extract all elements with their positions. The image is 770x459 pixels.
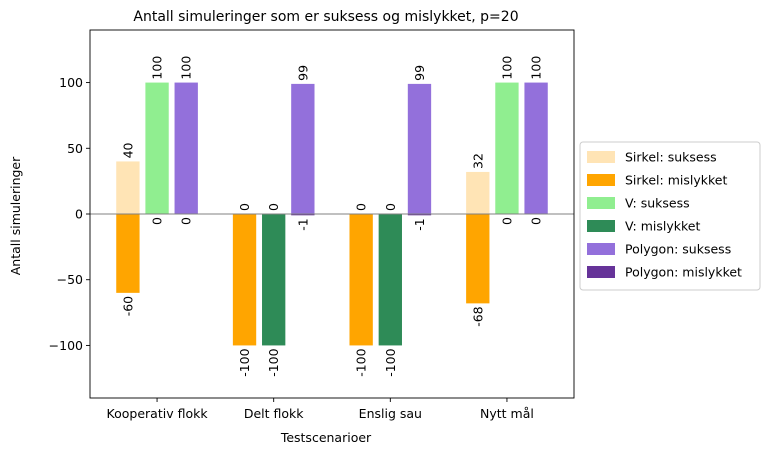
bar-label-polygon-suksess-2: 99 bbox=[412, 65, 427, 81]
legend-swatch bbox=[587, 174, 615, 186]
bar-polygon-suksess-3 bbox=[524, 82, 548, 214]
bar-sirkel-mislykket-3 bbox=[466, 214, 490, 304]
legend-swatch bbox=[587, 266, 615, 278]
bar-v-mislykket-1 bbox=[262, 214, 286, 346]
bar-label-polygon-mislykket-3: 0 bbox=[529, 217, 544, 225]
bar-label-v-suksess-2: 0 bbox=[383, 203, 398, 211]
bar-label-sirkel-mislykket-1: -100 bbox=[237, 348, 252, 376]
bar-label-polygon-mislykket-1: -1 bbox=[295, 218, 310, 230]
bar-sirkel-suksess-3 bbox=[466, 171, 490, 214]
legend-frame bbox=[579, 141, 761, 291]
legend-swatch bbox=[587, 243, 615, 255]
legend-swatch bbox=[587, 151, 615, 163]
legend: Sirkel: suksess Sirkel: mislykket V: sukse… bbox=[579, 141, 761, 291]
bar-label-v-suksess-3: 100 bbox=[499, 56, 514, 80]
bar-label-polygon-mislykket-2: -1 bbox=[412, 218, 427, 230]
x-tick-label: Delt flokk bbox=[244, 406, 304, 421]
bar-label-polygon-mislykket-0: 0 bbox=[179, 217, 194, 225]
bar-label-sirkel-suksess-3: 32 bbox=[470, 153, 485, 169]
y-tick-label: −50 bbox=[57, 272, 83, 287]
bar-v-suksess-0 bbox=[145, 82, 169, 214]
legend-label: Polygon: mislykket bbox=[625, 265, 742, 280]
legend-label: Polygon: suksess bbox=[625, 242, 731, 257]
bar-sirkel-mislykket-1 bbox=[232, 214, 257, 346]
bar-label-sirkel-suksess-1: 0 bbox=[237, 203, 252, 211]
legend-label: Sirkel: mislykket bbox=[625, 173, 727, 188]
bar-v-mislykket-2 bbox=[378, 214, 402, 346]
bar-polygon-suksess-2 bbox=[407, 83, 432, 214]
y-tick-label: 50 bbox=[67, 141, 83, 156]
bar-sirkel-mislykket-2 bbox=[349, 214, 373, 346]
legend-label: V: mislykket bbox=[625, 219, 700, 234]
x-axis-label: Testscenarioer bbox=[280, 430, 372, 445]
y-tick-label: −100 bbox=[49, 338, 83, 353]
legend-swatch bbox=[587, 220, 615, 232]
bar-label-sirkel-mislykket-0: -60 bbox=[120, 296, 135, 316]
bar-label-sirkel-suksess-2: 0 bbox=[354, 203, 369, 211]
bar-label-v-mislykket-3: 0 bbox=[499, 217, 514, 225]
legend-label: V: suksess bbox=[625, 196, 690, 211]
bar-sirkel-suksess-0 bbox=[116, 161, 140, 214]
bar-label-v-mislykket-2: -100 bbox=[383, 348, 398, 376]
bar-label-v-suksess-0: 100 bbox=[150, 56, 165, 80]
bar-polygon-suksess-0 bbox=[174, 82, 198, 214]
legend-swatch bbox=[587, 197, 615, 209]
bar-label-sirkel-suksess-0: 40 bbox=[120, 142, 135, 158]
bar-label-polygon-suksess-0: 100 bbox=[179, 56, 194, 80]
bar-v-suksess-3 bbox=[495, 82, 519, 214]
chart-title: Antall simuleringer som er suksess og mi… bbox=[133, 9, 518, 25]
bar-polygon-suksess-1 bbox=[291, 83, 315, 214]
y-axis-label: Antall simuleringer bbox=[8, 156, 23, 275]
y-tick-label: 0 bbox=[75, 207, 83, 222]
x-tick-label: Enslig sau bbox=[359, 406, 422, 421]
bar-label-v-suksess-1: 0 bbox=[266, 203, 281, 211]
bar-label-sirkel-mislykket-2: -100 bbox=[354, 348, 369, 376]
bar-polygon-mislykket-1 bbox=[291, 214, 315, 216]
legend-label: Sirkel: suksess bbox=[625, 150, 717, 165]
bar-label-v-mislykket-1: -100 bbox=[266, 348, 281, 376]
x-tick-label: Kooperativ flokk bbox=[107, 406, 209, 421]
bar-label-polygon-suksess-3: 100 bbox=[529, 56, 544, 80]
bar-sirkel-mislykket-0 bbox=[116, 214, 140, 293]
bar-label-sirkel-mislykket-3: -68 bbox=[470, 306, 485, 326]
bar-polygon-mislykket-2 bbox=[407, 214, 432, 216]
bar-label-polygon-suksess-1: 99 bbox=[295, 65, 310, 81]
x-tick-label: Nytt mål bbox=[480, 406, 534, 421]
bar-label-v-mislykket-0: 0 bbox=[150, 217, 165, 225]
y-tick-label: 100 bbox=[59, 75, 83, 90]
plot-area: 40-600-1000-10032-6810000-1000-100100010… bbox=[49, 29, 575, 421]
